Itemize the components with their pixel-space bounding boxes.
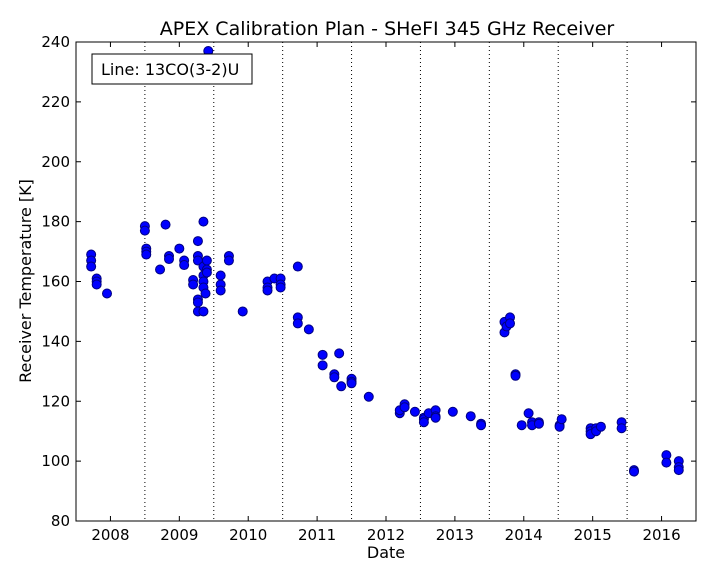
data-point [188, 279, 199, 290]
data-point [430, 412, 441, 423]
data-point [346, 378, 357, 389]
data-point [336, 381, 347, 392]
y-axis-ticks: 80 100 120 140 160 180 200 220 240 [41, 33, 696, 530]
data-point [198, 216, 209, 227]
data-point [629, 466, 639, 477]
data-point [465, 411, 476, 422]
data-point [192, 297, 203, 308]
data-point [223, 255, 234, 266]
data-point [262, 285, 273, 296]
legend: Line: 13CO(3-2)U [91, 53, 253, 85]
data-point [237, 306, 248, 317]
data-point [673, 465, 684, 476]
data-point [86, 261, 97, 272]
x-tick-label: 2013 [436, 526, 474, 544]
y-tick-label: 80 [51, 512, 70, 530]
x-axis-label: Date [367, 543, 405, 562]
data-point [139, 225, 150, 236]
x-tick-label: 2014 [505, 526, 543, 544]
data-point [317, 360, 328, 371]
data-point [329, 372, 340, 383]
y-tick-label: 240 [41, 33, 70, 51]
x-tick-label: 2015 [574, 526, 612, 544]
data-point [363, 391, 374, 402]
x-axis-ticks: 2008 2009 2010 2011 2012 2013 2014 2015 2016 [91, 42, 681, 544]
data-point [275, 282, 286, 293]
x-tick-label: 2012 [367, 526, 405, 544]
data-point [505, 318, 515, 329]
x-tick-label: 2010 [229, 526, 267, 544]
data-point [303, 324, 314, 335]
chart-title: APEX Calibration Plan - SHeFI 345 GHz Re… [160, 18, 615, 40]
y-tick-label: 220 [41, 93, 70, 111]
data-point [447, 406, 458, 417]
x-tick-label: 2011 [298, 526, 336, 544]
y-tick-label: 180 [41, 213, 70, 231]
data-point [399, 402, 410, 413]
data-point [616, 423, 627, 434]
data-point [334, 348, 345, 359]
data-point [155, 264, 166, 275]
x-tick-label: 2016 [642, 526, 680, 544]
data-point [556, 414, 567, 425]
data-point [192, 236, 203, 247]
data-point [102, 288, 112, 299]
data-point [476, 420, 487, 431]
data-point [661, 457, 672, 468]
y-axis-label: Receiver Temperature [K] [16, 179, 35, 383]
x-tick-label: 2009 [160, 526, 198, 544]
data-point [160, 219, 171, 230]
data-point [510, 370, 521, 381]
data-point [198, 306, 209, 317]
data-point [533, 418, 544, 429]
data-point [317, 349, 328, 360]
data-point [523, 408, 534, 419]
data-point [174, 243, 185, 254]
data-point [200, 288, 211, 299]
y-tick-label: 120 [41, 392, 70, 410]
data-point [595, 421, 606, 432]
data-point [91, 279, 102, 290]
data-points [86, 45, 684, 477]
data-point [292, 318, 303, 329]
data-point [418, 417, 429, 428]
data-point [215, 285, 226, 296]
data-point [215, 270, 226, 281]
data-point [409, 406, 420, 417]
y-tick-label: 100 [41, 452, 70, 470]
data-point [292, 261, 303, 272]
data-point [179, 260, 190, 271]
y-tick-label: 200 [41, 153, 70, 171]
data-point [516, 420, 527, 431]
x-tick-label: 2008 [91, 526, 129, 544]
data-point [201, 267, 212, 278]
legend-text: Line: 13CO(3-2)U [101, 60, 239, 79]
legend-box [91, 53, 253, 85]
y-tick-label: 140 [41, 332, 70, 350]
data-point [201, 255, 212, 266]
data-point [141, 249, 152, 260]
y-tick-label: 160 [41, 273, 70, 291]
data-point [164, 254, 174, 265]
